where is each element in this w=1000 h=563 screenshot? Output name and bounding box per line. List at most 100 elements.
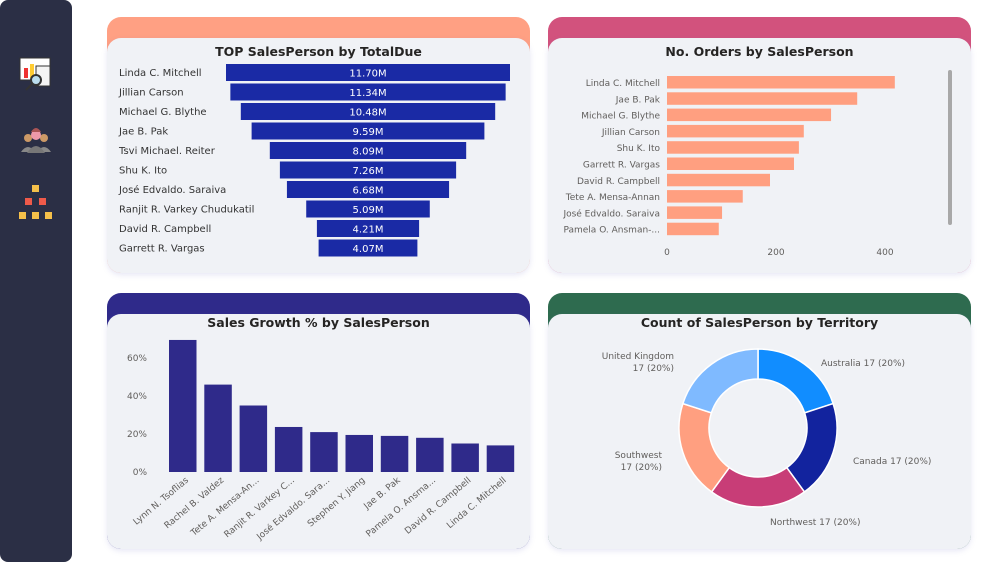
slice-label: Canada 17 (20%) <box>853 457 931 467</box>
column <box>274 426 303 472</box>
report-analysis-icon <box>19 57 51 91</box>
team-icon <box>21 128 51 153</box>
bar <box>667 157 794 170</box>
card-top-salesperson: TOP SalesPerson by TotalDue Linda C. Mit… <box>107 17 530 273</box>
funnel-data-label: 4.21M <box>353 225 384 236</box>
funnel-bar <box>306 200 430 218</box>
funnel-bar <box>316 220 420 237</box>
funnel-bar <box>251 122 485 140</box>
funnel-bar <box>269 142 467 159</box>
x-category-label: Pamela O. Ansma... <box>365 476 439 540</box>
funnel-category-label: Tsvi Michael. Reiter <box>118 146 216 157</box>
nav-report-analysis[interactable] <box>18 56 54 92</box>
y-tick-label: 0% <box>133 468 148 478</box>
x-category-label: David R. Campbell <box>403 476 473 537</box>
x-category-label: Rachel B. Valdez <box>163 475 227 531</box>
funnel-data-label: 7.26M <box>353 166 384 177</box>
bar <box>667 173 771 187</box>
y-tick-label: 60% <box>127 354 147 364</box>
bar <box>667 141 799 154</box>
column <box>486 445 515 472</box>
y-tick-label: 40% <box>127 392 147 402</box>
bar-category-label: Jillian Carson <box>601 128 660 138</box>
bar <box>667 206 723 219</box>
column <box>169 339 197 472</box>
slice-label: Northwest 17 (20%) <box>770 518 861 528</box>
x-tick-label: 400 <box>876 248 893 258</box>
bar-category-label: Linda C. Mitchell <box>586 79 660 89</box>
funnel-bar <box>240 103 496 120</box>
hierarchy-icon <box>19 185 52 219</box>
slice-label-value: 17 (20%) <box>621 463 662 473</box>
column <box>451 443 479 472</box>
funnel-category-label: Linda C. Mitchell <box>119 68 202 79</box>
x-tick-label: 0 <box>664 248 670 258</box>
column <box>310 432 338 472</box>
funnel-bar <box>279 161 457 179</box>
x-tick-label: 200 <box>767 248 784 258</box>
card-sales-growth: Sales Growth % by SalesPerson 0% 20% 40% 60… <box>107 293 530 549</box>
column <box>204 384 232 472</box>
funnel-data-label: 6.68M <box>353 186 384 197</box>
bar-category-label: David R. Campbell <box>577 177 660 187</box>
bar <box>667 92 858 105</box>
funnel-data-label: 11.34M <box>349 88 386 99</box>
funnel-category-label: David R. Campbell <box>119 224 211 235</box>
slice-label-value: 17 (20%) <box>633 364 674 374</box>
funnel-category-label: Michael G. Blythe <box>119 107 207 118</box>
column <box>345 434 373 472</box>
bar-category-label: José Edvaldo. Saraiva <box>562 208 660 219</box>
bar <box>667 124 804 138</box>
chart-title: Count of SalesPerson by Territory <box>640 315 879 330</box>
column <box>239 405 268 472</box>
x-category-label: Linda C. Mitchell <box>445 476 508 531</box>
card-territory: Count of SalesPerson by Territory Austra… <box>548 293 971 549</box>
funnel-bar <box>318 239 418 257</box>
bar <box>667 222 719 236</box>
donut-slice <box>681 348 759 414</box>
funnel-category-label: José Edvaldo. Saraiva <box>118 184 226 196</box>
funnel-bar <box>286 181 450 198</box>
funnel-data-label: 4.07M <box>353 244 384 255</box>
funnel-chart[interactable]: Linda C. Mitchell 11.70M Jillian Carson 11.… <box>107 17 530 273</box>
bar-category-label: Michael G. Blythe <box>581 112 660 122</box>
donut-slice <box>678 402 731 493</box>
bar-category-label: Pamela O. Ansman-... <box>563 226 660 236</box>
funnel-data-label: 9.59M <box>353 127 384 138</box>
territory-donut-chart[interactable]: Australia 17 (20%) Canada 17 (20%) Northwe… <box>548 293 971 549</box>
funnel-category-label: Ranjit R. Varkey Chudukatil <box>119 205 254 216</box>
funnel-bar <box>230 83 506 101</box>
bar <box>667 190 743 203</box>
column <box>380 435 409 472</box>
sidebar <box>0 0 72 562</box>
bar-category-label: Tete A. Mensa-Annan <box>565 193 660 203</box>
bar-category-label: Jae B. Pak <box>615 95 661 105</box>
funnel-category-label: Garrett R. Vargas <box>119 244 205 255</box>
funnel-category-label: Jillian Carson <box>118 88 184 99</box>
funnel-data-label: 5.09M <box>353 205 384 216</box>
chart-title: TOP SalesPerson by TotalDue <box>215 44 422 59</box>
slice-label: Australia 17 (20%) <box>821 359 905 369</box>
slice-label: United Kingdom <box>602 352 674 362</box>
orders-bar-chart[interactable]: Linda C. Mitchell Jae B. Pak Michael G. Bl… <box>548 17 971 273</box>
card-orders: No. Orders by SalesPerson Linda C. Mitch… <box>548 17 971 273</box>
funnel-bar <box>226 64 510 81</box>
funnel-data-label: 10.48M <box>349 108 386 119</box>
scrollbar[interactable] <box>948 70 952 225</box>
slice-label: Southwest <box>615 451 663 461</box>
bar-category-label: Shu K. Ito <box>617 144 661 154</box>
y-tick-label: 20% <box>127 430 147 440</box>
bar <box>667 76 895 89</box>
funnel-data-label: 11.70M <box>349 69 386 80</box>
nav-hierarchy[interactable] <box>18 185 54 222</box>
column <box>416 437 444 472</box>
chart-title: No. Orders by SalesPerson <box>665 44 854 59</box>
funnel-category-label: Shu K. Ito <box>119 166 167 177</box>
funnel-category-label: Jae B. Pak <box>118 127 168 138</box>
nav-team[interactable] <box>18 122 54 158</box>
bar-category-label: Garrett R. Vargas <box>583 161 660 171</box>
chart-title: Sales Growth % by SalesPerson <box>207 315 430 330</box>
bar <box>667 108 832 122</box>
funnel-data-label: 8.09M <box>353 147 384 158</box>
